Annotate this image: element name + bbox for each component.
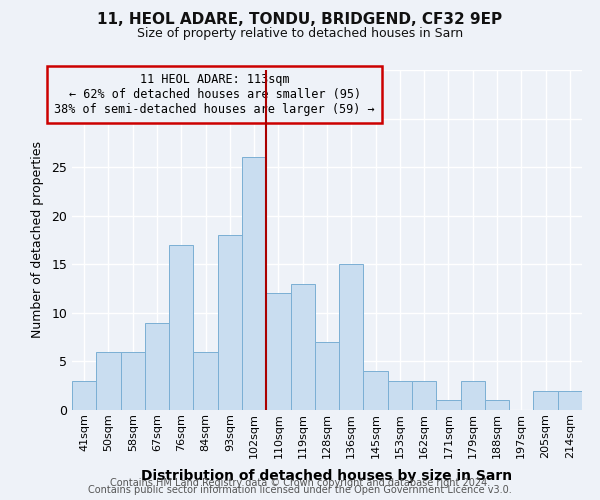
Bar bbox=[218, 235, 242, 410]
Text: Contains public sector information licensed under the Open Government Licence v3: Contains public sector information licen… bbox=[88, 485, 512, 495]
Bar bbox=[339, 264, 364, 410]
Text: Size of property relative to detached houses in Sarn: Size of property relative to detached ho… bbox=[137, 28, 463, 40]
Text: 11, HEOL ADARE, TONDU, BRIDGEND, CF32 9EP: 11, HEOL ADARE, TONDU, BRIDGEND, CF32 9E… bbox=[97, 12, 503, 28]
Bar bbox=[169, 245, 193, 410]
Bar bbox=[412, 381, 436, 410]
Bar bbox=[290, 284, 315, 410]
Bar bbox=[558, 390, 582, 410]
Bar bbox=[485, 400, 509, 410]
Bar bbox=[533, 390, 558, 410]
Bar bbox=[388, 381, 412, 410]
X-axis label: Distribution of detached houses by size in Sarn: Distribution of detached houses by size … bbox=[142, 469, 512, 483]
Text: Contains HM Land Registry data © Crown copyright and database right 2024.: Contains HM Land Registry data © Crown c… bbox=[110, 478, 490, 488]
Bar bbox=[96, 352, 121, 410]
Bar bbox=[242, 158, 266, 410]
Bar bbox=[436, 400, 461, 410]
Bar bbox=[266, 294, 290, 410]
Text: 11 HEOL ADARE: 113sqm
← 62% of detached houses are smaller (95)
38% of semi-deta: 11 HEOL ADARE: 113sqm ← 62% of detached … bbox=[55, 74, 375, 116]
Y-axis label: Number of detached properties: Number of detached properties bbox=[31, 142, 44, 338]
Bar bbox=[72, 381, 96, 410]
Bar bbox=[364, 371, 388, 410]
Bar bbox=[121, 352, 145, 410]
Bar bbox=[193, 352, 218, 410]
Bar bbox=[461, 381, 485, 410]
Bar bbox=[315, 342, 339, 410]
Bar bbox=[145, 322, 169, 410]
